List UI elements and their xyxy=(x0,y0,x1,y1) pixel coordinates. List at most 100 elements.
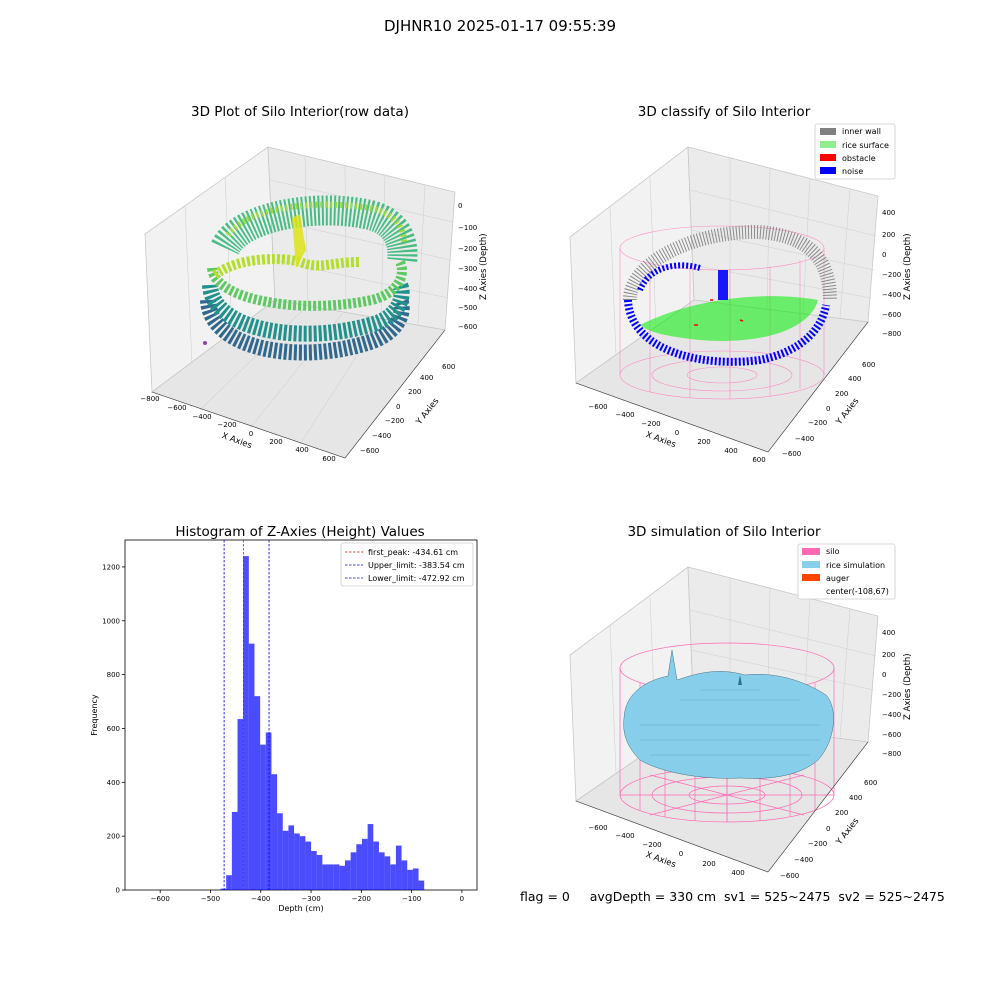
histogram-bars xyxy=(220,556,425,890)
raw-scatter xyxy=(200,195,418,361)
classify-noise-ring xyxy=(624,299,830,366)
histogram-x-tick-label: −100 xyxy=(402,895,421,903)
simulation-y-tick: 0 xyxy=(826,825,830,833)
simulation-z-tick: 0 xyxy=(882,671,886,679)
legend-label-obstacle: obstacle xyxy=(842,154,876,163)
histogram-bar xyxy=(412,868,419,890)
simulation-rice-surface xyxy=(623,649,834,779)
histogram-bar xyxy=(407,869,413,890)
histogram-bar xyxy=(401,860,408,890)
raw-z-tick: 0 xyxy=(458,202,462,210)
simulation-y-tick: 400 xyxy=(849,794,862,802)
histogram-title: Histogram of Z-Axies (Height) Values xyxy=(175,524,424,540)
histogram-bar xyxy=(254,696,261,890)
classify-z-tick: −400 xyxy=(882,291,901,299)
classify-x-tick: −400 xyxy=(615,411,634,419)
classify-x-tick: −200 xyxy=(641,420,660,428)
histogram-bar xyxy=(316,855,323,890)
histogram-bar xyxy=(265,732,272,890)
raw-z-tick: −300 xyxy=(458,265,477,273)
legend-swatch-noise xyxy=(820,167,836,174)
status-line: flag = 0 avgDepth = 330 cm sv1 = 525~247… xyxy=(520,889,945,904)
classify-z-label: Z Axies (Depth) xyxy=(903,233,913,300)
classify-noise-column xyxy=(718,270,728,300)
legend-label-rice-surface: rice surface xyxy=(842,141,889,150)
simulation-z-tick: 200 xyxy=(882,651,895,659)
raw-outlier-point xyxy=(203,341,207,345)
legend-label-noise: noise xyxy=(842,167,863,176)
classify-panel: 3D classify of Silo Interior xyxy=(569,104,913,464)
histogram-bar xyxy=(350,852,357,890)
raw-z-tick: −200 xyxy=(458,245,477,253)
legend-label-first-peak: first_peak: -434.61 cm xyxy=(368,548,458,557)
classify-z-tick: −600 xyxy=(882,311,901,319)
classify-y-tick: 200 xyxy=(835,390,848,398)
histogram-bar xyxy=(226,875,232,890)
raw-back-wall-top xyxy=(225,201,408,246)
classify-y-label: Y Axies xyxy=(834,396,862,428)
histogram-bar xyxy=(322,864,329,890)
classify-x-tick: 200 xyxy=(697,438,710,446)
simulation-x-label: X Axies xyxy=(644,850,677,870)
raw-y-tick: −400 xyxy=(372,432,391,440)
legend-swatch-obstacle xyxy=(820,154,836,161)
simulation-z-tick: −600 xyxy=(882,731,901,739)
classify-y-tick: 0 xyxy=(826,405,830,413)
raw-y-tick: 600 xyxy=(442,363,455,371)
raw-back-wall xyxy=(211,195,418,265)
histogram-bar xyxy=(231,811,238,890)
histogram-reference-lines xyxy=(223,540,270,890)
histogram-bar xyxy=(271,774,278,890)
classify-obstacle-marks xyxy=(694,299,744,326)
legend-swatch-rice-simulation xyxy=(802,561,820,568)
classify-z-tick: 0 xyxy=(882,251,886,259)
histogram-bar xyxy=(282,830,289,890)
raw-wall-ring-top xyxy=(207,259,407,311)
histogram-bar xyxy=(345,860,351,890)
raw-x-tick: 600 xyxy=(322,455,335,463)
classify-y-tick: 600 xyxy=(862,361,875,369)
classify-rice-surface xyxy=(640,296,818,341)
raw-z-tick: −100 xyxy=(458,224,477,232)
simulation-z-tick: −200 xyxy=(882,691,901,699)
simulation-title: 3D simulation of Silo Interior xyxy=(627,524,821,540)
simulation-legend: silo rice simulation auger center(-108,6… xyxy=(797,543,896,600)
histogram-x-tick-label: −500 xyxy=(201,895,220,903)
simulation-rice-texture xyxy=(640,689,820,756)
histogram-bar xyxy=(237,719,244,890)
raw-x-tick: 200 xyxy=(269,438,282,446)
histogram-bar xyxy=(311,850,317,890)
histogram-bar xyxy=(288,825,295,890)
histogram-bar xyxy=(390,864,396,890)
simulation-z-tick: −800 xyxy=(882,750,901,758)
histogram-y-tick-label: 200 xyxy=(107,833,120,841)
simulation-z-tick: −400 xyxy=(882,711,901,719)
simulation-x-tick: −600 xyxy=(588,824,607,832)
histogram-y-tick-label: 0 xyxy=(116,887,120,895)
raw-z-tick: −400 xyxy=(458,285,477,293)
classify-noise-ring-upper xyxy=(637,262,701,292)
histogram-bar xyxy=(248,643,255,890)
classify-z-axis: 400 200 0 −200 −400 −600 −800 Z Axies (D… xyxy=(882,209,913,338)
simulation-x-tick: 200 xyxy=(702,860,715,868)
raw-y-tick: 200 xyxy=(408,388,421,396)
raw-y-tick: −600 xyxy=(360,447,379,455)
histogram-bar xyxy=(356,844,362,890)
raw-y-tick: 400 xyxy=(420,374,433,382)
simulation-auger xyxy=(738,675,742,685)
simulation-x-tick: 400 xyxy=(731,869,744,877)
classify-y-tick: −600 xyxy=(782,450,801,458)
simulation-y-tick: −200 xyxy=(808,840,827,848)
histogram-x-label: Depth (cm) xyxy=(278,904,323,913)
legend-label-center: center(-108,67) xyxy=(826,587,889,596)
histogram-bar xyxy=(243,556,249,890)
raw-surface-band xyxy=(211,254,361,280)
figure-title: DJHNR10 2025-01-17 09:55:39 xyxy=(383,17,617,35)
raw-y-tick: 0 xyxy=(396,403,400,411)
classify-y-tick: 400 xyxy=(848,375,861,383)
classify-x-tick: 600 xyxy=(752,456,765,464)
histogram-y-tick-label: 1000 xyxy=(102,617,120,625)
raw-z-tick: −600 xyxy=(458,323,477,331)
raw-x-tick: 0 xyxy=(249,430,253,438)
histogram-legend: first_peak: -434.61 cm Upper_limit: -383… xyxy=(340,542,474,587)
